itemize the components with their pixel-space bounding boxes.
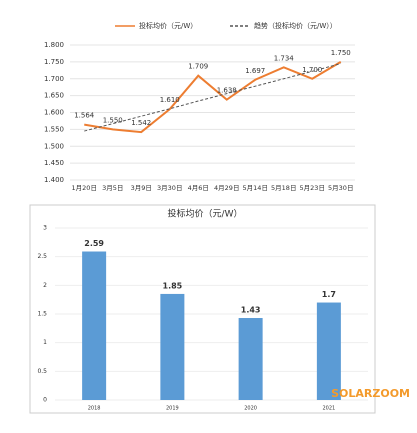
series-line [84,63,341,132]
x-tick-label: 3月9日 [131,184,152,192]
x-tick-label: 2021 [323,406,336,412]
data-label: 1.709 [188,63,208,71]
bar [82,251,107,400]
x-tick-label: 5月23日 [300,184,325,192]
data-label: 1.638 [217,87,237,95]
bar [160,293,185,400]
x-tick-label: 2020 [244,406,257,412]
x-tick-label: 4月29日 [214,184,239,192]
data-label: 1.550 [103,116,123,124]
data-label: 1.734 [274,54,295,62]
data-label: 1.564 [74,112,95,120]
y-tick-label: 1.450 [44,159,64,167]
x-tick-label: 5月30日 [328,184,353,192]
y-tick-label: 1 [43,339,47,346]
data-label: 1.542 [131,119,151,127]
x-tick-label: 2019 [166,406,179,412]
y-tick-label: 0.5 [37,368,47,375]
y-tick-label: 3 [43,225,47,232]
y-tick-label: 1.700 [44,75,64,83]
bar-panel [29,204,376,414]
x-tick-label: 4月6日 [188,184,209,192]
x-tick-label: 1月20日 [72,184,97,192]
y-tick-label: 1.400 [44,176,64,184]
x-tick-label: 5月18日 [271,184,296,192]
data-label: 1.43 [241,306,261,315]
legend-label: 投标均价（元/W） [139,21,197,30]
series-line [84,61,342,134]
y-tick-label: 2.5 [37,253,47,260]
bar [238,318,263,400]
x-tick-label: 3月30日 [157,184,182,192]
y-tick-label: 1.500 [44,142,64,150]
data-label: 1.700 [302,66,322,74]
data-label: 1.697 [245,67,265,75]
y-tick-label: 1.750 [44,58,64,66]
bar [316,302,341,400]
y-tick-label: 1.550 [44,125,64,133]
x-tick-label: 2018 [88,406,101,412]
y-tick-label: 1.600 [44,109,64,117]
data-label: 1.750 [331,49,351,57]
y-tick-label: 0 [43,397,47,404]
data-label: 2.59 [84,239,104,248]
watermark: SOLARZOOM [331,387,410,400]
data-label: 1.7 [322,290,336,299]
data-label: 1.85 [163,281,183,290]
y-tick-label: 2 [43,282,47,289]
y-tick-label: 1.650 [44,92,64,100]
x-tick-label: 5月14日 [243,184,268,192]
chart-title: 投标均价（元/W） [168,208,243,220]
y-tick-label: 1.5 [37,311,47,318]
y-tick-label: 1.800 [44,41,64,49]
x-tick-label: 3月5日 [102,184,123,192]
legend-label: 趋势（投标均价（元/W）） [254,21,337,30]
data-label: 1.610 [160,96,180,104]
